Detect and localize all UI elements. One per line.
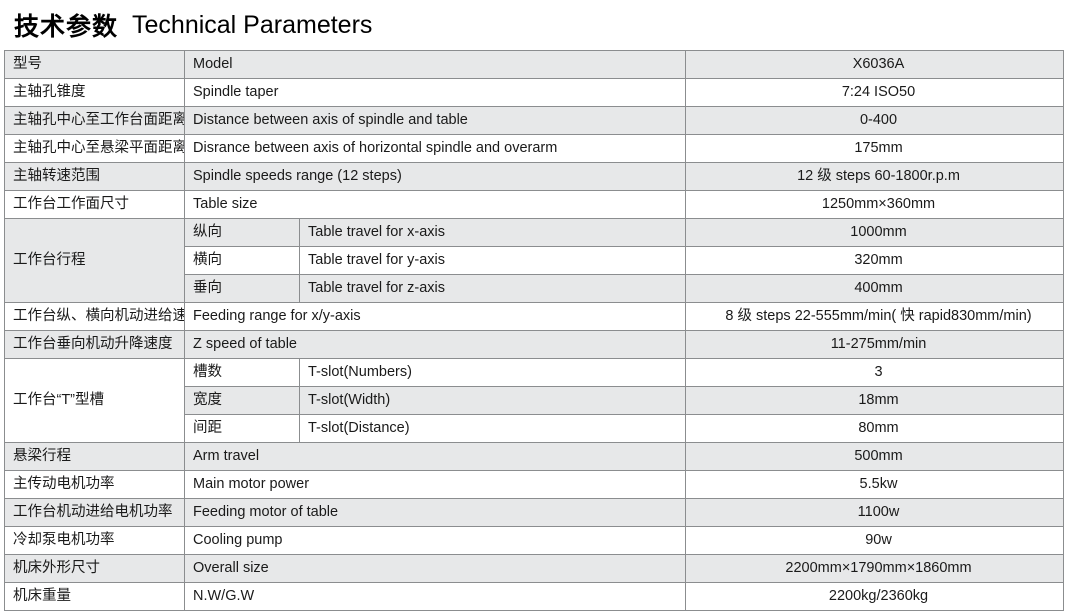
row-sublabel-cn: 垂向 xyxy=(184,274,300,303)
row-label-en: T-slot(Distance) xyxy=(299,414,686,443)
row-label-en: Feeding motor of table xyxy=(184,498,686,527)
row-label-en: Main motor power xyxy=(184,470,686,499)
row-label-cn: 工作台工作面尺寸 xyxy=(4,190,185,219)
table-row: 悬梁行程 Arm travel 500mm xyxy=(4,442,1064,471)
table-row: 工作台行程 纵向 Table travel for x-axis 1000mm xyxy=(4,218,1064,303)
row-value: X6036A xyxy=(685,50,1064,79)
row-sublabel-cn: 槽数 xyxy=(184,358,300,387)
table-row: 主传动电机功率 Main motor power 5.5kw xyxy=(4,470,1064,499)
row-value: 5.5kw xyxy=(685,470,1064,499)
row-label-cn-merged: 工作台“T”型槽 xyxy=(4,358,185,443)
row-label-cn: 机床外形尺寸 xyxy=(4,554,185,583)
row-label-en: Arm travel xyxy=(184,442,686,471)
row-label-cn: 主轴孔锥度 xyxy=(4,78,185,107)
row-sublabel-cn: 宽度 xyxy=(184,386,300,415)
row-sublabel-cn: 纵向 xyxy=(184,218,300,247)
row-value: 320mm xyxy=(685,246,1064,275)
table-row: 工作台纵、横向机动进给速度 Feeding range for x/y-axis 8… xyxy=(4,302,1064,331)
row-label-en: Table travel for y-axis xyxy=(299,246,686,275)
row-value: 90w xyxy=(685,526,1064,555)
row-value: 1000mm xyxy=(685,218,1064,247)
row-label-cn: 主轴孔中心至悬梁平面距离 xyxy=(4,134,185,163)
page-title-cn: 技术参数 xyxy=(14,13,119,41)
row-label-cn-merged: 工作台行程 xyxy=(4,218,185,303)
table-row: 横向 Table travel for y-axis 320mm xyxy=(5,246,1064,275)
row-value: 0-400 xyxy=(685,106,1064,135)
table-row: 主轴孔中心至工作台面距离 Distance between axis of spi… xyxy=(4,106,1064,135)
row-label-cn: 工作台垂向机动升降速度 xyxy=(4,330,185,359)
table-row: 垂向 Table travel for z-axis 400mm xyxy=(5,274,1064,303)
row-value: 3 xyxy=(685,358,1064,387)
row-value: 500mm xyxy=(685,442,1064,471)
row-label-en: Table travel for x-axis xyxy=(299,218,686,247)
row-label-en: Disrance between axis of horizontal spin… xyxy=(184,134,686,163)
row-label-en: Cooling pump xyxy=(184,526,686,555)
row-value: 1100w xyxy=(685,498,1064,527)
page-title: 技术参数 Technical Parameters xyxy=(4,0,1063,50)
row-label-cn: 主传动电机功率 xyxy=(4,470,185,499)
row-label-en: Distance between axis of spindle and tab… xyxy=(184,106,686,135)
row-label-cn: 机床重量 xyxy=(4,582,185,611)
table-body: 型号 Model X6036A 主轴孔锥度 Spindle taper 7:24 ISO5… xyxy=(4,50,1064,611)
row-label-en: Feeding range for x/y-axis xyxy=(184,302,686,331)
row-value: 175mm xyxy=(685,134,1064,163)
row-value: 18mm xyxy=(685,386,1064,415)
row-value: 1250mm×360mm xyxy=(685,190,1064,219)
row-value: 11-275mm/min xyxy=(685,330,1064,359)
table-row: 机床重量 N.W/G.W 2200kg/2360kg xyxy=(4,582,1064,611)
row-label-cn: 型号 xyxy=(4,50,185,79)
row-sublabel-cn: 横向 xyxy=(184,246,300,275)
row-label-en: Table travel for z-axis xyxy=(299,274,686,303)
row-sublabel-cn: 间距 xyxy=(184,414,300,443)
table-row: 工作台工作面尺寸 Table size 1250mm×360mm xyxy=(4,190,1064,219)
row-label-cn: 工作台纵、横向机动进给速度 xyxy=(4,302,185,331)
table-row: 主轴孔锥度 Spindle taper 7:24 ISO50 xyxy=(4,78,1064,107)
technical-parameters-table: 型号 Model X6036A 主轴孔锥度 Spindle taper 7:24 ISO5… xyxy=(4,50,1064,611)
row-label-en: Spindle speeds range (12 steps) xyxy=(184,162,686,191)
table-row: 工作台垂向机动升降速度 Z speed of table 11-275mm/min xyxy=(4,330,1064,359)
table-row: 主轴孔中心至悬梁平面距离 Disrance between axis of hor… xyxy=(4,134,1064,163)
row-value: 8 级 steps 22-555mm/min( 快 rapid830mm/min… xyxy=(685,302,1064,331)
row-label-en: Model xyxy=(184,50,686,79)
row-label-cn: 工作台机动进给电机功率 xyxy=(4,498,185,527)
page-title-en: Technical Parameters xyxy=(132,10,373,39)
row-label-en: Table size xyxy=(184,190,686,219)
row-label-cn: 悬梁行程 xyxy=(4,442,185,471)
table-row: 工作台机动进给电机功率 Feeding motor of table 1100w xyxy=(4,498,1064,527)
row-label-cn: 主轴孔中心至工作台面距离 xyxy=(4,106,185,135)
row-label-en: N.W/G.W xyxy=(184,582,686,611)
table-row: 间距 T-slot(Distance) 80mm xyxy=(5,414,1064,443)
row-label-en: Spindle taper xyxy=(184,78,686,107)
table-row: 型号 Model X6036A xyxy=(4,50,1064,79)
row-label-en: T-slot(Width) xyxy=(299,386,686,415)
row-value: 7:24 ISO50 xyxy=(685,78,1064,107)
row-value: 12 级 steps 60-1800r.p.m xyxy=(685,162,1064,191)
row-value: 2200kg/2360kg xyxy=(685,582,1064,611)
row-value: 2200mm×1790mm×1860mm xyxy=(685,554,1064,583)
table-row: 机床外形尺寸 Overall size 2200mm×1790mm×1860mm xyxy=(4,554,1064,583)
row-label-en: T-slot(Numbers) xyxy=(299,358,686,387)
row-label-cn: 冷却泵电机功率 xyxy=(4,526,185,555)
table-row: 冷却泵电机功率 Cooling pump 90w xyxy=(4,526,1064,555)
table-row: 宽度 T-slot(Width) 18mm xyxy=(5,386,1064,415)
row-value: 80mm xyxy=(685,414,1064,443)
row-label-en: Z speed of table xyxy=(184,330,686,359)
row-label-en: Overall size xyxy=(184,554,686,583)
row-label-cn: 主轴转速范围 xyxy=(4,162,185,191)
table-row: 工作台“T”型槽 槽数 T-slot(Numbers) 3 xyxy=(4,358,1064,443)
row-value: 400mm xyxy=(685,274,1064,303)
table-row: 主轴转速范围 Spindle speeds range (12 steps) 12 … xyxy=(4,162,1064,191)
